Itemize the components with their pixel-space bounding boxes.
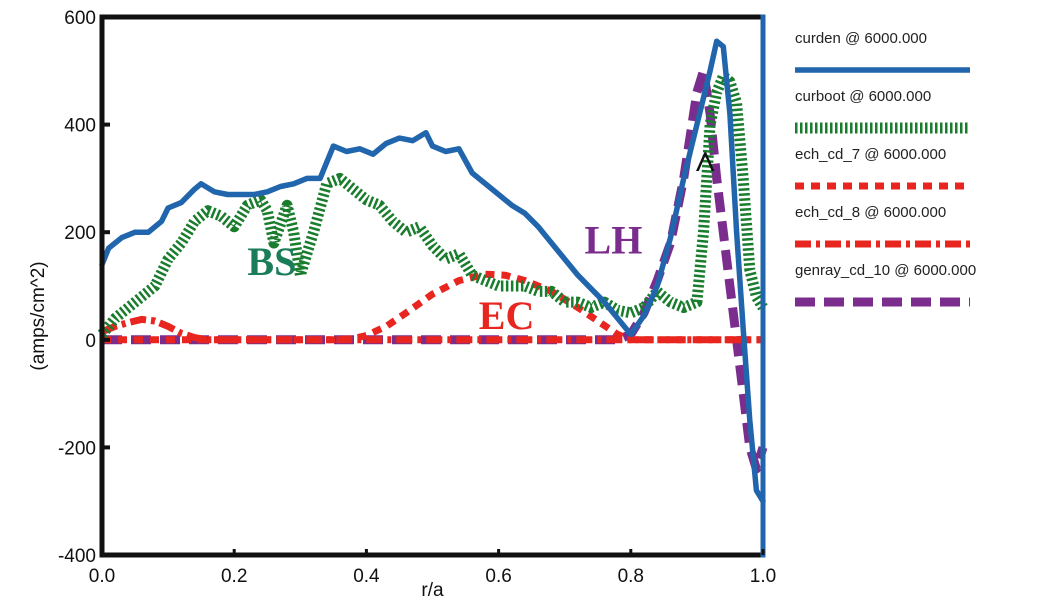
y-tick-label: 200: [64, 223, 96, 244]
plot-marks: [97, 38, 768, 504]
legend-label: genray_cd_10 @ 6000.000: [795, 262, 976, 279]
y-tick-label: 600: [64, 8, 96, 29]
x-tick-label: 0.0: [89, 566, 115, 587]
axes: 0.0 0.2 0.4 0.6 0.8 1.0 -400 -200 0 200 400 600 r/a (…: [28, 8, 776, 600]
annotation-ec: EC: [479, 293, 535, 338]
x-tick-label: 0.6: [485, 566, 511, 587]
legend-label: ech_cd_8 @ 6000.000: [795, 204, 946, 221]
annotation-lh: LH: [585, 218, 643, 263]
x-tick-label: 0.2: [221, 566, 247, 587]
annotation-caret: ^: [694, 142, 717, 187]
series-line-genray-cd-10: [102, 66, 768, 474]
series-line-ech-cd-8: [100, 315, 763, 344]
series-line-ech-cd-7: [102, 270, 763, 344]
legend-label: curboot @ 6000.000: [795, 88, 931, 105]
annotation-bs: BS: [247, 239, 296, 284]
y-tick-label: 400: [64, 116, 96, 137]
series-line-curboot: [97, 70, 768, 338]
x-axis-title: r/a: [421, 580, 444, 600]
series-line-curden: [99, 38, 766, 504]
legend: curden @ 6000.000 curboot @ 6000.000 ech_c…: [795, 30, 976, 307]
y-tick-label: -400: [58, 546, 96, 567]
legend-label: ech_cd_7 @ 6000.000: [795, 146, 946, 163]
x-tick-label: 0.8: [618, 566, 644, 587]
legend-label: curden @ 6000.000: [795, 30, 927, 47]
x-tick-label: 1.0: [750, 566, 776, 587]
y-tick-label: -200: [58, 438, 96, 459]
y-axis-title: (amps/cm^2): [28, 261, 49, 370]
y-tick-label: 0: [85, 331, 96, 352]
x-tick-label: 0.4: [353, 566, 380, 587]
annotations: BS EC LH ^: [247, 142, 716, 338]
